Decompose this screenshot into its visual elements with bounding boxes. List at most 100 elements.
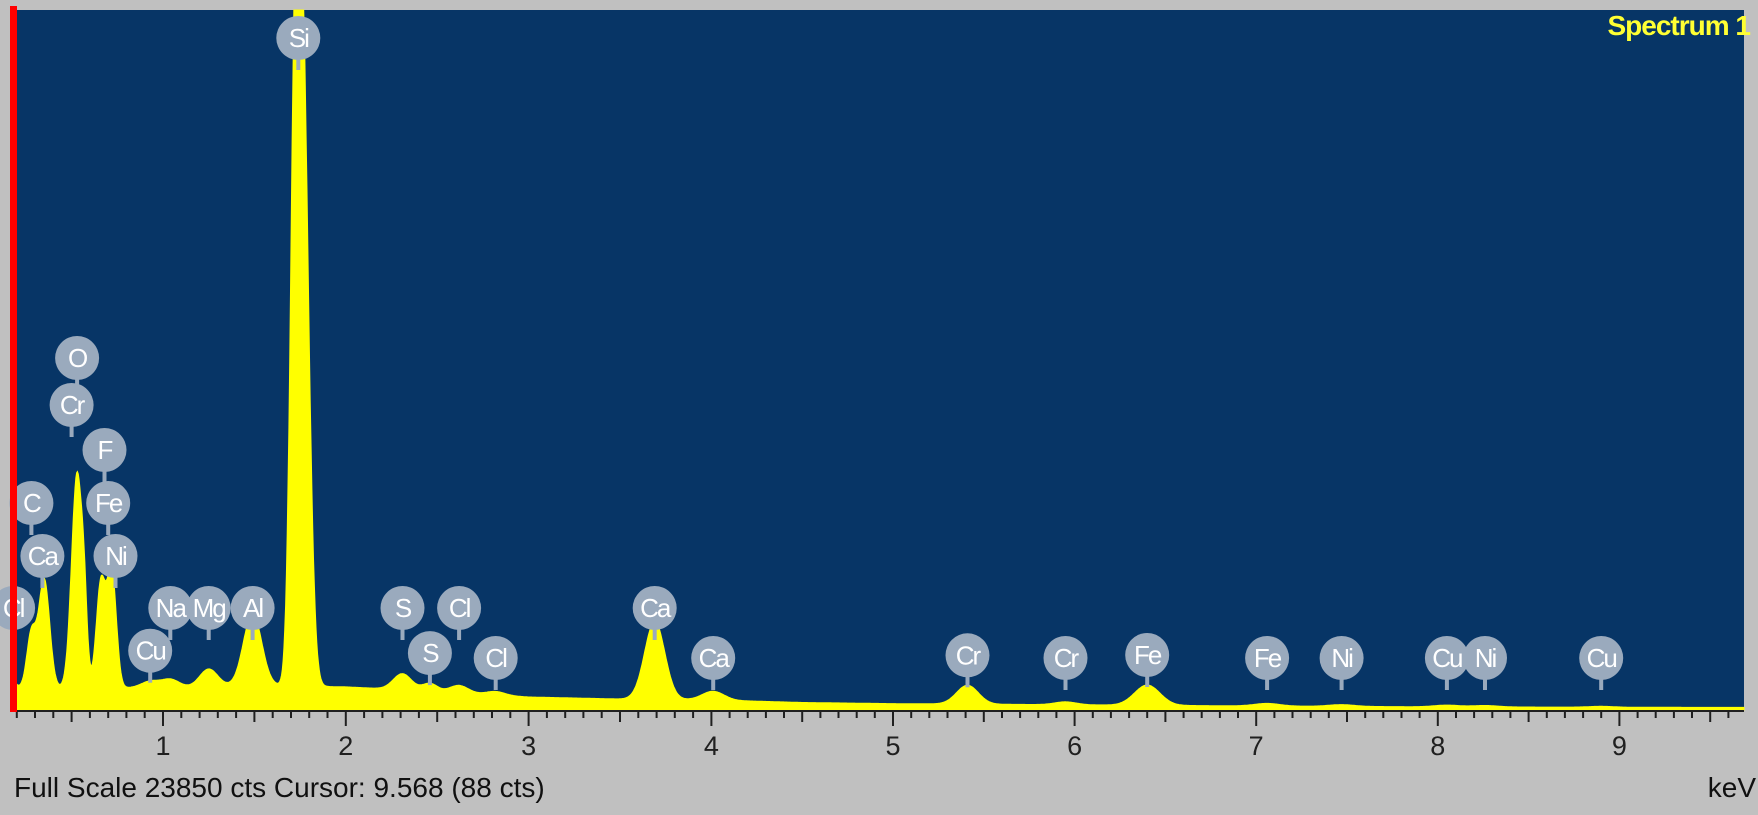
element-marker-balloon	[407, 631, 452, 676]
element-marker-ca[interactable]: Ca	[632, 586, 677, 640]
element-marker-stem	[206, 626, 211, 640]
spectrum-label: Spectrum 1	[1607, 10, 1751, 41]
element-marker-stem	[148, 668, 153, 683]
element-marker-mg[interactable]: Mg	[186, 586, 231, 640]
element-marker-label: Ni	[105, 541, 127, 571]
element-marker-s[interactable]: S	[380, 586, 425, 640]
element-marker-balloon	[128, 628, 173, 673]
element-marker-cu[interactable]: Cu	[128, 628, 173, 683]
x-axis-line	[14, 710, 1744, 712]
element-marker-label: Cr	[1054, 643, 1080, 673]
element-marker-balloon	[86, 481, 131, 525]
spectrum-layer	[13, 9, 1745, 711]
element-marker-balloon	[93, 534, 138, 578]
element-marker-na[interactable]: Na	[148, 586, 193, 640]
element-marker-label: Fe	[95, 488, 123, 518]
element-marker-label: Ni	[1331, 643, 1353, 673]
x-axis: 1 2 3 4 5 6 7 8 9	[14, 710, 1744, 761]
element-marker-balloon	[276, 16, 321, 60]
element-marker-stem	[296, 56, 301, 70]
element-marker-balloon	[1463, 636, 1507, 680]
element-marker-label: Mg	[193, 593, 226, 623]
element-marker-stem	[69, 423, 74, 437]
element-marker-cr[interactable]: Cr	[945, 633, 990, 688]
element-marker-label: Cr	[956, 640, 982, 670]
element-marker-stem	[40, 574, 45, 588]
element-marker-cl[interactable]: Cl	[473, 636, 518, 690]
element-marker-balloon	[437, 586, 482, 630]
element-marker-label: Cl	[449, 593, 471, 623]
x-axis-unit: keV	[1707, 772, 1756, 803]
x-tick-label: 9	[1612, 731, 1627, 761]
element-marker-s[interactable]: S	[407, 631, 452, 686]
element-marker-cr[interactable]: Cr	[49, 383, 94, 437]
element-marker-stem	[1145, 673, 1150, 687]
element-marker-stem	[106, 521, 111, 535]
element-marker-cr[interactable]: Cr	[1043, 636, 1088, 690]
element-marker-label: Fe	[1134, 640, 1162, 670]
element-marker-balloon	[82, 428, 127, 472]
element-marker-stem	[965, 673, 970, 688]
element-marker-balloon	[230, 586, 275, 630]
element-marker-balloon	[49, 383, 94, 427]
element-marker-al[interactable]: Al	[230, 586, 275, 640]
element-marker-ca[interactable]: Ca	[20, 534, 65, 588]
element-marker-ni[interactable]: Ni	[93, 534, 138, 588]
element-marker-label: Al	[243, 593, 263, 623]
element-marker-fe[interactable]: Fe	[1245, 636, 1290, 690]
element-marker-ni[interactable]: Ni	[1319, 636, 1364, 690]
element-marker-label: F	[98, 435, 113, 465]
x-tick-label: 1	[155, 731, 170, 761]
element-marker-label: Na	[156, 593, 188, 623]
element-marker-stem	[168, 626, 173, 640]
status-line: Full Scale 23850 cts Cursor: 9.568 (88 c…	[14, 772, 545, 803]
element-marker-stem	[1265, 676, 1270, 690]
element-marker-balloon	[1319, 636, 1364, 680]
element-marker-cu[interactable]: Cu	[1424, 636, 1469, 690]
element-marker-stem	[493, 676, 498, 690]
element-marker-balloon	[55, 336, 100, 380]
element-marker-stem	[1063, 676, 1068, 690]
element-marker-fe[interactable]: Fe	[86, 481, 131, 535]
x-tick-label: 5	[885, 731, 900, 761]
element-marker-ca[interactable]: Ca	[691, 636, 736, 690]
cursor-line[interactable]	[10, 6, 17, 712]
element-marker-stem	[457, 626, 462, 640]
element-marker-balloon	[1043, 636, 1088, 680]
x-tick-label: 7	[1249, 731, 1264, 761]
element-marker-ni[interactable]: Ni	[1463, 636, 1507, 690]
element-marker-label: Cr	[60, 390, 86, 420]
element-marker-balloon	[691, 636, 736, 680]
element-marker-balloon	[1424, 636, 1469, 680]
element-marker-c[interactable]: C	[9, 481, 54, 535]
element-marker-label: Fe	[1254, 643, 1282, 673]
element-marker-label: O	[68, 343, 87, 373]
element-marker-cl[interactable]: Cl	[437, 586, 482, 640]
element-marker-label: S	[395, 593, 412, 623]
element-marker-balloon	[945, 633, 990, 678]
element-marker-balloon	[20, 534, 65, 578]
element-markers[interactable]: CCaClOCrFFeNiNaCuMgAlSiSSClClCaCaCrCrFeF…	[0, 16, 1624, 690]
element-marker-label: Ca	[699, 643, 731, 673]
element-marker-balloon	[1125, 633, 1170, 677]
element-marker-label: Cu	[1432, 643, 1462, 673]
element-marker-stem	[102, 468, 107, 482]
element-marker-fe[interactable]: Fe	[1125, 633, 1170, 687]
element-marker-balloon	[632, 586, 677, 630]
element-marker-stem	[1444, 676, 1449, 690]
element-marker-o[interactable]: O	[55, 336, 100, 390]
element-marker-stem	[400, 626, 405, 640]
element-marker-balloon	[473, 636, 518, 680]
element-marker-stem	[652, 626, 657, 640]
element-marker-stem	[75, 376, 80, 390]
element-marker-f[interactable]: F	[82, 428, 127, 482]
element-marker-balloon	[380, 586, 425, 630]
element-marker-si[interactable]: Si	[276, 16, 321, 70]
element-marker-stem	[1483, 676, 1487, 690]
element-marker-label: Cl	[485, 643, 507, 673]
element-marker-cu[interactable]: Cu	[1579, 636, 1624, 690]
element-marker-stem	[427, 671, 432, 686]
element-marker-balloon	[186, 586, 231, 630]
element-marker-stem	[1599, 676, 1604, 690]
